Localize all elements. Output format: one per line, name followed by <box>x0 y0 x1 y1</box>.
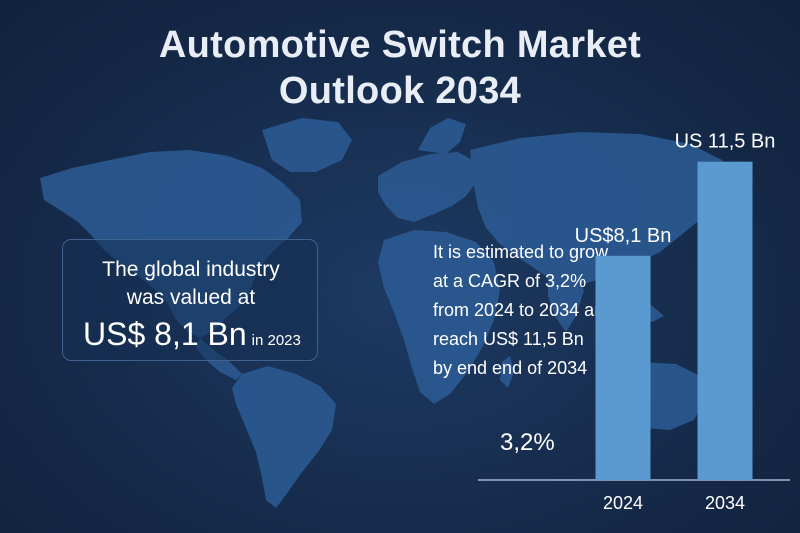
x-tick-label: 2034 <box>705 493 745 513</box>
description-line: from 2024 to 2034 and <box>433 300 615 320</box>
stat-year: in 2023 <box>251 332 301 349</box>
bar-value-label: US$8,1 Bn <box>575 225 672 247</box>
bar-2034 <box>697 161 753 480</box>
stat-text-line-1: The global industry <box>102 258 280 281</box>
x-tick-label: 2024 <box>603 493 643 513</box>
description-line: It is estimated to grow <box>433 242 609 262</box>
title-line-1: Automotive Switch Market <box>158 24 642 66</box>
stat-text-line-2: was valued at <box>126 286 256 309</box>
cagr-label: 3,2% <box>500 429 555 456</box>
bar-2024 <box>595 255 651 480</box>
stat-value-row: US$ 8,1 Bn in 2023 <box>83 316 301 353</box>
title-line-2: Outlook 2034 <box>278 70 522 112</box>
market-value-box: The global industry was valued at US$ 8,… <box>62 239 318 361</box>
description-line: at a CAGR of 3,2% <box>433 271 587 291</box>
description-line: by end end of 2034 <box>433 358 588 378</box>
description-line: reach US$ 11,5 Bn <box>433 329 584 349</box>
growth-description: It is estimated to grow at a CAGR of 3,2… <box>433 238 693 383</box>
bar-value-label: US 11,5 Bn <box>675 131 776 153</box>
stat-value: US$ 8,1 Bn <box>83 316 247 352</box>
page-title: Automotive Switch Market Outlook 2034 <box>0 22 800 114</box>
